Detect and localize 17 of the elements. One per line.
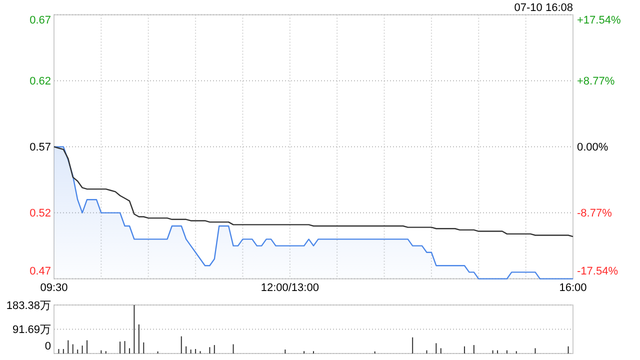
y-tick-label: 0.52: [30, 208, 51, 220]
y-tick-label: 0.57: [30, 142, 51, 154]
text: 07-10 16:08: [514, 2, 573, 14]
y-tick-label: 0.47: [30, 266, 51, 278]
y2-tick-label: +8.77%: [577, 76, 615, 88]
x-tick-label: 09:30: [40, 282, 68, 294]
y2-tick-label: +17.54%: [577, 14, 621, 27]
y-tick-label: 91.69万: [12, 324, 51, 336]
x-tick-label: 16:00: [559, 282, 587, 294]
y2-tick-label: -17.54%: [577, 266, 618, 278]
y-tick-label: 0.67: [30, 14, 51, 27]
x-tick-label: 12:00/13:00: [260, 282, 319, 294]
y2-tick-label: 0.00%: [577, 142, 608, 154]
y2-tick-label: -8.77%: [577, 208, 612, 220]
y-tick-label: 0: [44, 340, 51, 352]
y-tick-label: 183.38万: [6, 300, 51, 312]
y-tick-label: 0.62: [30, 76, 51, 88]
